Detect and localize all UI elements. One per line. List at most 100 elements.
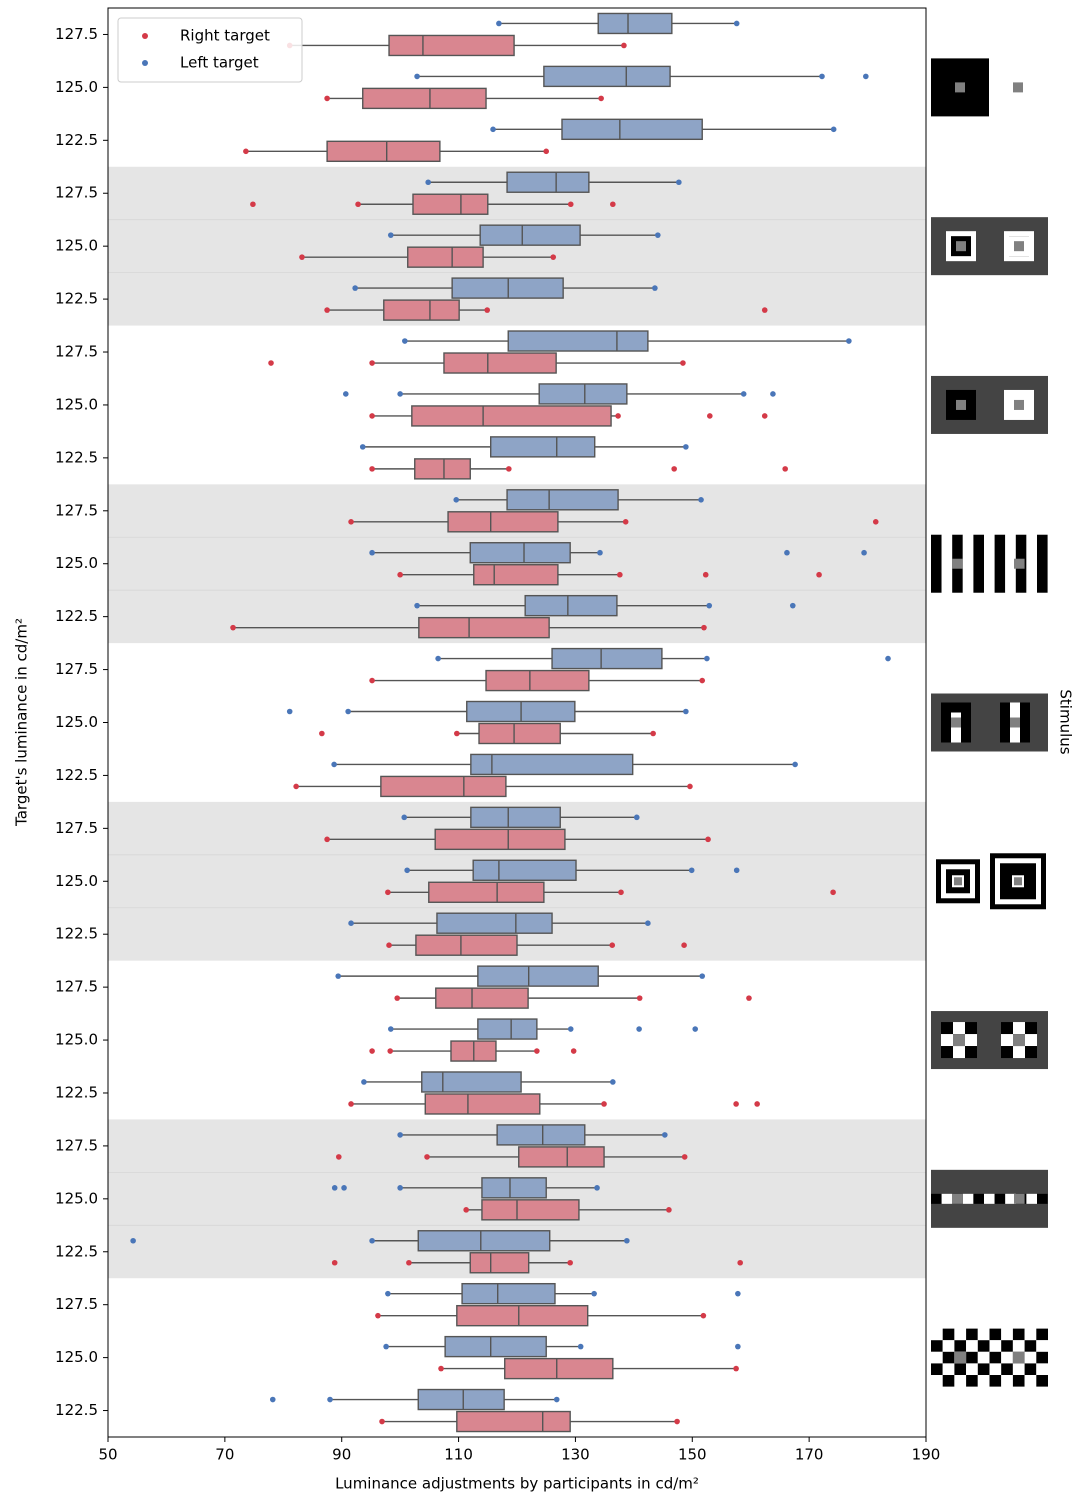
whisker-end-point (577, 1343, 584, 1350)
icon-part (955, 82, 965, 93)
box-plot (268, 352, 686, 374)
whisker-end-point (387, 1026, 394, 1032)
icon-part (1014, 241, 1024, 252)
whisker-end-point (369, 413, 375, 419)
box (518, 1146, 605, 1168)
whisker-end-point (385, 889, 391, 896)
box (417, 1388, 505, 1411)
whisker-end-point (617, 571, 623, 578)
icon-part (931, 1363, 943, 1376)
box (443, 352, 557, 374)
icon-part (977, 1351, 990, 1364)
icon-part (942, 1351, 955, 1364)
box (481, 1199, 580, 1221)
icon-part (954, 1363, 967, 1376)
box-plot (386, 934, 687, 956)
box-plot (243, 140, 550, 163)
icon-part (973, 1193, 984, 1204)
legend-label: Right target (180, 27, 270, 45)
y-tick-label: 122.5 (55, 1083, 98, 1101)
whisker-end-point (698, 496, 704, 503)
flier (770, 391, 776, 397)
y-tick-label: 127.5 (55, 1136, 98, 1154)
icon-part (1013, 82, 1023, 93)
box-plot (385, 1282, 741, 1305)
box (326, 140, 441, 163)
whisker-end-point (621, 42, 627, 49)
flier (885, 655, 891, 662)
box (428, 881, 545, 903)
whisker-end-point (453, 496, 460, 503)
y-tick-label: 125.0 (55, 1189, 98, 1207)
icon-part (1036, 1375, 1048, 1387)
icon-part (1005, 1193, 1016, 1204)
whisker-end-point (680, 360, 686, 366)
icon-part (1013, 1022, 1025, 1035)
y-tick-label: 122.5 (55, 607, 98, 625)
icon-part (1037, 1193, 1048, 1204)
flier (784, 549, 790, 556)
flier (830, 889, 836, 896)
box-plot (335, 965, 706, 987)
y-tick-label: 122.5 (55, 1401, 98, 1419)
box-plot (397, 1124, 668, 1146)
whisker-end-point (406, 1259, 412, 1266)
box (551, 647, 663, 670)
icon-part (989, 1351, 1002, 1364)
icon-part (1001, 1046, 1013, 1059)
whisker-end-point (567, 1026, 574, 1032)
icon-part (966, 1351, 978, 1364)
box-plot (387, 224, 661, 246)
box (543, 65, 671, 88)
y-axis-label: Target's luminance in cd/m² (13, 618, 31, 827)
whisker-end-point (699, 973, 706, 979)
flier (816, 571, 822, 578)
flier (735, 1343, 741, 1350)
box-plot (401, 806, 640, 829)
icon-part (1001, 1375, 1013, 1387)
box (415, 934, 518, 956)
whisker-end-point (424, 1154, 430, 1160)
x-tick-label: 190 (912, 1446, 941, 1464)
box-plot (369, 458, 788, 480)
icon-part (961, 702, 971, 743)
box (362, 87, 487, 110)
icon-part (954, 1351, 967, 1364)
icon-part (1005, 534, 1016, 593)
y-tick-label: 122.5 (55, 290, 98, 308)
whisker-end-point (454, 730, 460, 737)
whisker-end-point (324, 307, 330, 313)
whisker-end-point (387, 232, 394, 238)
box-plot (331, 1177, 600, 1199)
whisker-end-point (645, 920, 651, 927)
icon-part (952, 558, 963, 569)
icon-part (1014, 1193, 1025, 1204)
icon-part (1024, 1351, 1037, 1364)
flier (269, 1396, 276, 1403)
whisker-end-point (594, 1185, 600, 1191)
whisker-end-point (397, 571, 403, 578)
icon-part (1026, 534, 1037, 593)
x-axis-label: Luminance adjustments by participants in… (335, 1475, 699, 1493)
whisker-end-point (435, 655, 441, 662)
icon-part (953, 1034, 965, 1047)
box (435, 987, 529, 1009)
flier (341, 1185, 347, 1191)
whisker-end-point (609, 942, 616, 949)
whisker-end-point (352, 285, 358, 291)
whisker-end-point (369, 677, 375, 684)
box (485, 669, 590, 692)
box-plot (324, 299, 768, 321)
y-tick-label: 125.0 (55, 872, 98, 890)
icon-part (952, 1193, 963, 1204)
box-plot (369, 1040, 577, 1062)
whisker-end-point (618, 889, 624, 896)
icon-part (1024, 1363, 1037, 1376)
box-plot (414, 65, 869, 88)
right-label: Stimulus (1057, 689, 1075, 754)
icon-part (941, 1022, 953, 1035)
whisker-end-point (655, 232, 661, 238)
box (444, 1335, 547, 1358)
icon-part (989, 1340, 1002, 1352)
x-tick-label: 70 (215, 1446, 234, 1464)
